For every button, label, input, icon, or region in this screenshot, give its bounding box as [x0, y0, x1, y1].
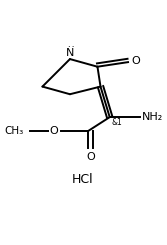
- Text: N: N: [66, 48, 74, 58]
- Text: O: O: [86, 152, 95, 161]
- Text: &1: &1: [112, 118, 123, 127]
- Text: O: O: [132, 56, 141, 66]
- Text: H: H: [67, 46, 73, 55]
- Text: HCl: HCl: [71, 172, 93, 185]
- Text: NH₂: NH₂: [142, 112, 163, 122]
- Text: CH₃: CH₃: [4, 126, 23, 136]
- Text: O: O: [50, 126, 58, 136]
